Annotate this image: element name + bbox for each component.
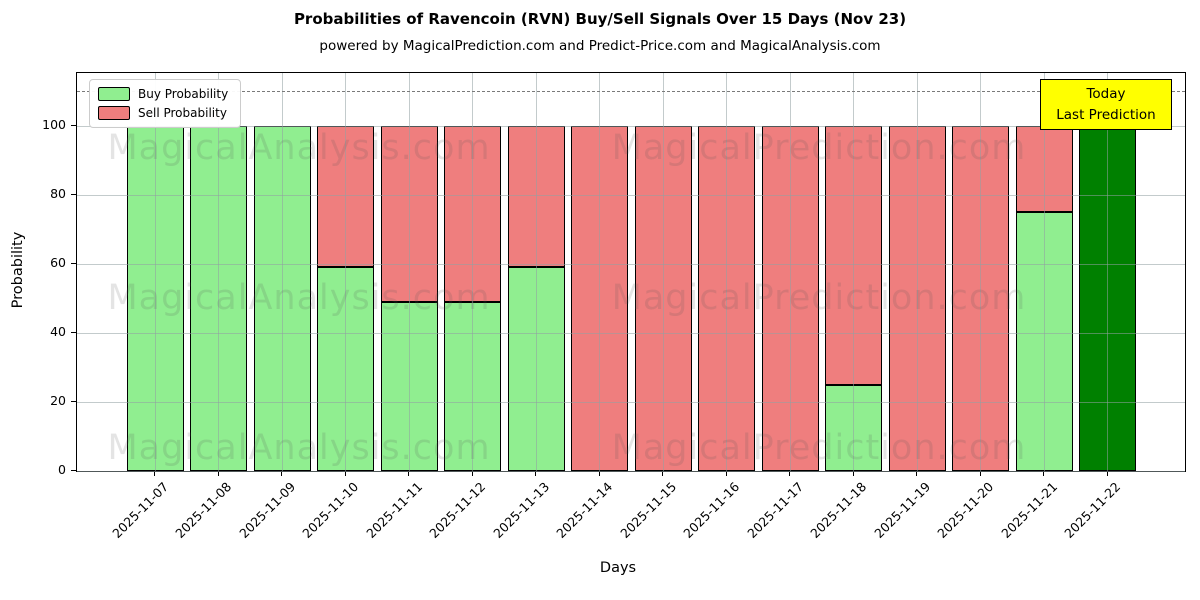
- x-tick-label: 2025-11-18: [807, 479, 870, 541]
- x-tick-label: 2025-11-07: [108, 479, 171, 541]
- h-gridline: [77, 194, 1185, 196]
- x-tick-mark: [662, 471, 664, 476]
- x-tick-mark: [1043, 471, 1045, 476]
- x-axis-label: Days: [599, 560, 637, 576]
- x-tick-mark: [535, 471, 537, 476]
- y-tick-label: 0: [58, 462, 66, 477]
- v-gridline: [218, 73, 220, 471]
- legend: Buy Probability Sell Probability: [89, 79, 242, 128]
- v-gridline: [535, 73, 537, 471]
- legend-item-sell: Sell Probability: [98, 106, 228, 120]
- x-tick-mark: [979, 471, 981, 476]
- x-tick-mark: [789, 471, 791, 476]
- x-tick-label: 2025-11-20: [934, 479, 997, 541]
- x-tick-label: 2025-11-13: [489, 479, 552, 541]
- x-tick-mark: [598, 471, 600, 476]
- v-gridline: [345, 73, 347, 471]
- legend-label-buy: Buy Probability: [138, 87, 229, 101]
- x-tick-label: 2025-11-21: [997, 479, 1060, 541]
- y-tick-label: 40: [50, 323, 66, 339]
- watermark-analysis-text: MagicalAnalysis.com: [107, 278, 491, 318]
- x-tick-label: 2025-11-14: [553, 479, 616, 541]
- watermark-analysis-text: MagicalAnalysis.com: [107, 428, 491, 468]
- v-gridline: [154, 73, 156, 471]
- h-gridline: [77, 332, 1185, 334]
- x-tick-label: 2025-11-08: [172, 479, 235, 541]
- sell-swatch-icon: [98, 106, 130, 120]
- x-tick-mark: [154, 471, 156, 476]
- y-tick-label: 100: [42, 116, 66, 132]
- x-tick-label: 2025-11-11: [362, 479, 425, 541]
- h-gridline: [77, 125, 1185, 127]
- x-tick-mark: [1106, 471, 1108, 476]
- x-tick-label: 2025-11-19: [870, 479, 933, 541]
- x-tick-mark: [725, 471, 727, 476]
- watermark-analysis-text: MagicalAnalysis.com: [107, 128, 491, 168]
- chart-subtitle: powered by MagicalPrediction.com and Pre…: [319, 38, 881, 54]
- v-gridline: [1107, 73, 1109, 471]
- watermark-prediction-text: MagicalPrediction.com: [611, 128, 1027, 168]
- h-gridline: [77, 401, 1185, 403]
- x-tick-label: 2025-11-09: [235, 479, 298, 541]
- v-gridline: [662, 73, 664, 471]
- x-tick-mark: [281, 471, 283, 476]
- v-gridline: [281, 73, 283, 471]
- y-tick-label: 80: [50, 185, 66, 201]
- x-tick-mark: [916, 471, 918, 476]
- h-gridline: [77, 263, 1185, 265]
- today-annotation-line1: Today: [1086, 86, 1126, 103]
- x-tick-label: 2025-11-15: [616, 479, 679, 541]
- v-gridline: [408, 73, 410, 471]
- y-tick-mark: [71, 470, 76, 472]
- x-tick-mark: [217, 471, 219, 476]
- legend-item-buy: Buy Probability: [98, 87, 228, 101]
- watermark-prediction-text: MagicalPrediction.com: [611, 428, 1027, 468]
- y-tick-mark: [71, 193, 76, 196]
- h-gridline: [77, 471, 1185, 472]
- v-gridline: [916, 73, 918, 471]
- threshold-dashline: [77, 91, 1185, 93]
- v-gridline: [789, 73, 791, 471]
- x-tick-mark: [344, 471, 346, 476]
- watermark-prediction-text: MagicalPrediction.com: [611, 278, 1027, 318]
- x-tick-label: 2025-11-16: [680, 479, 743, 541]
- y-tick-mark: [71, 331, 76, 334]
- x-tick-label: 2025-11-12: [426, 479, 489, 541]
- v-gridline: [853, 73, 855, 471]
- plot-area: Buy Probability Sell Probability Magical…: [76, 72, 1186, 472]
- y-tick-label: 60: [50, 254, 66, 270]
- y-tick-label: 20: [50, 392, 66, 408]
- x-tick-label: 2025-11-22: [1061, 479, 1124, 541]
- today-annotation-line2: Last Prediction: [1056, 106, 1156, 123]
- today-annotation: Today Last Prediction: [1040, 79, 1172, 130]
- v-gridline: [472, 73, 474, 471]
- chart-title: Probabilities of Ravencoin (RVN) Buy/Sel…: [293, 10, 907, 28]
- v-gridline: [980, 73, 982, 471]
- x-tick-label: 2025-11-17: [743, 479, 806, 541]
- x-tick-mark: [408, 471, 410, 476]
- v-gridline: [1043, 73, 1045, 471]
- y-tick-mark: [71, 262, 76, 265]
- x-tick-mark: [852, 471, 854, 476]
- v-gridline: [599, 73, 601, 471]
- y-tick-mark: [71, 400, 76, 403]
- y-axis-label: Probability: [10, 231, 26, 309]
- legend-label-sell: Sell Probability: [138, 106, 227, 120]
- y-tick-mark: [71, 124, 76, 126]
- v-gridline: [726, 73, 728, 471]
- buy-swatch-icon: [98, 87, 130, 101]
- x-tick-label: 2025-11-10: [299, 479, 362, 541]
- x-tick-mark: [471, 471, 473, 476]
